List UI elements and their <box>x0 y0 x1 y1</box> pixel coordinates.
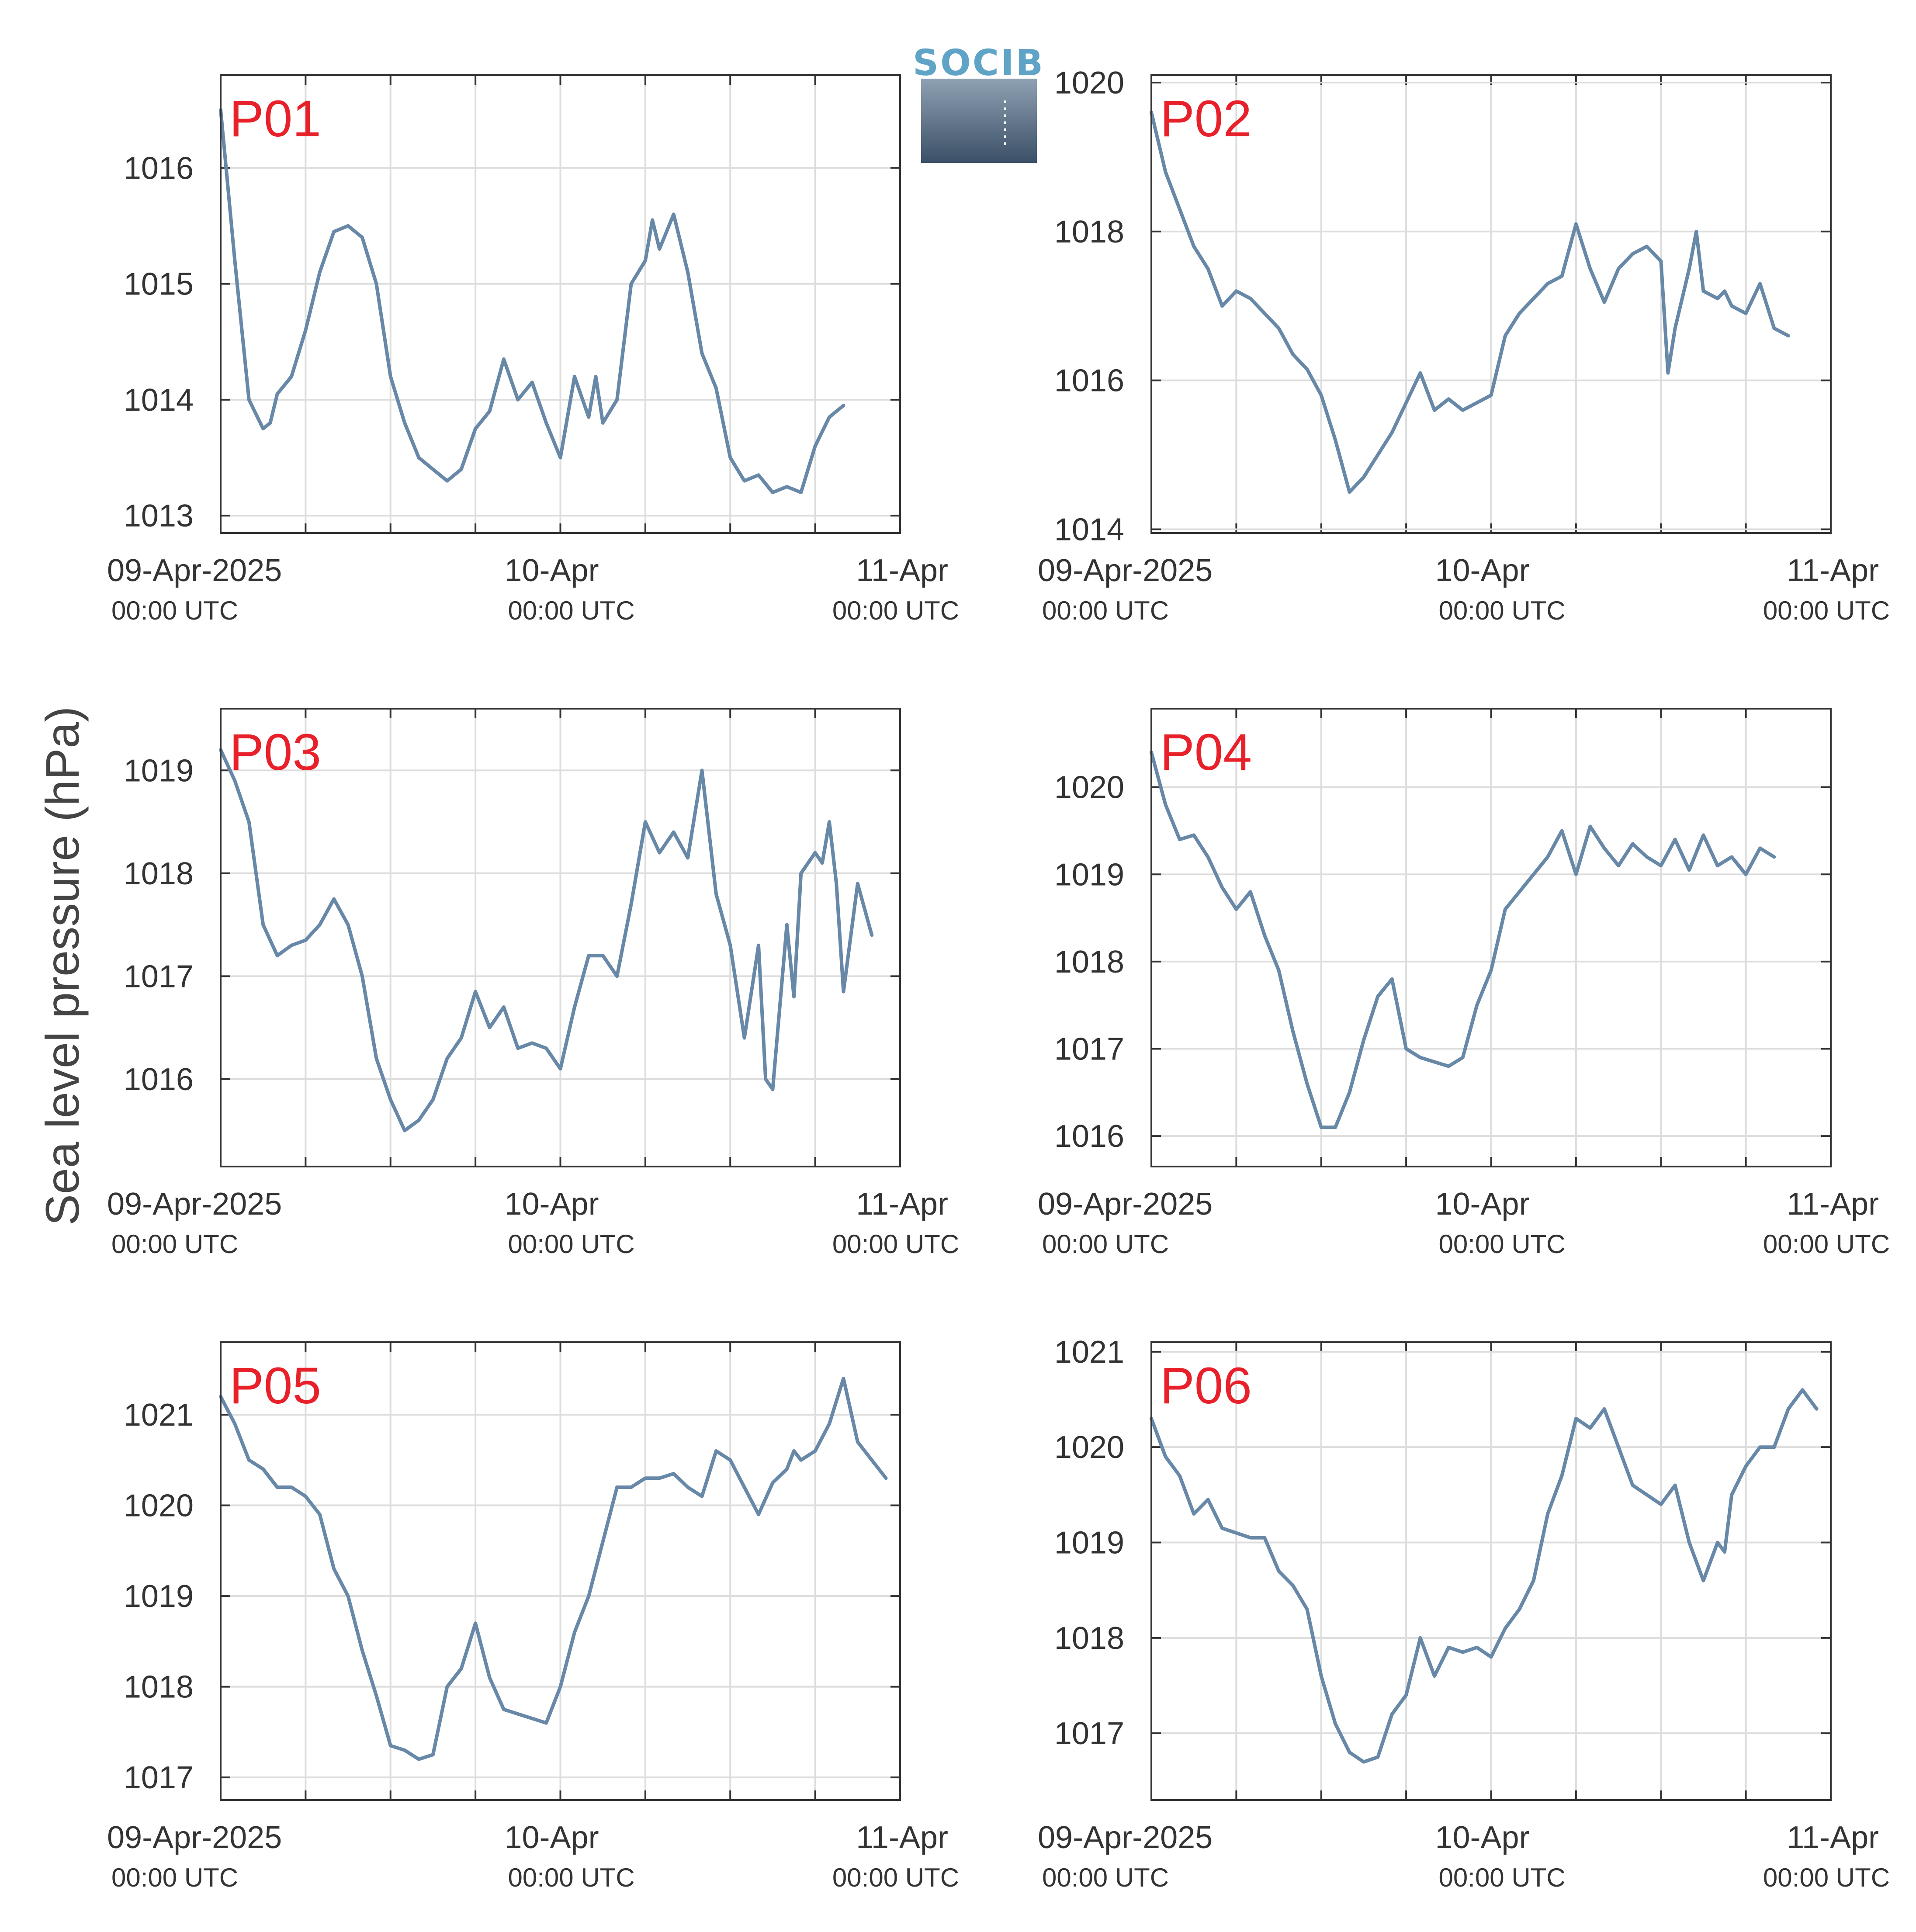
y-tick-label: 1020 <box>1054 1430 1124 1465</box>
x-tick-sublabel: 00:00 UTC <box>1763 596 1890 625</box>
y-tick-label: 1016 <box>1054 364 1124 398</box>
y-tick-label: 1019 <box>1054 1526 1124 1561</box>
x-tick-label: 11-Apr <box>856 1187 948 1222</box>
x-tick-label: 09-Apr-2025 <box>107 553 282 588</box>
x-tick-sublabel: 00:00 UTC <box>111 1229 238 1259</box>
panel-p06: 1017 1018 1019 1020 1021 P06 09-Apr-2025 00:00 … <box>1038 1335 1890 1892</box>
series-line-p04 <box>1150 750 1776 1129</box>
y-tick-label: 1014 <box>1054 512 1124 547</box>
x-tick-label: 10-Apr <box>1435 1820 1529 1855</box>
panel-p05: 1017 1018 1019 1020 1021 P05 09-Apr-2025 00:00 … <box>107 1341 959 1892</box>
y-tick-label: 1015 <box>124 267 194 302</box>
panel-label: P01 <box>229 90 321 148</box>
series-line-p05 <box>219 1377 888 1761</box>
y-tick-label: 1016 <box>124 151 194 186</box>
x-tick-label: 10-Apr <box>504 1187 599 1222</box>
x-tick-label: 10-Apr <box>1435 1187 1529 1222</box>
socib-logo-text: SOCIB <box>913 42 1045 84</box>
y-tick-label: 1017 <box>1054 1032 1124 1067</box>
x-tick-sublabel: 00:00 UTC <box>508 1229 635 1259</box>
x-tick-label: 11-Apr <box>856 1820 948 1855</box>
y-tick-label: 1019 <box>1054 857 1124 892</box>
x-tick-sublabel: 00:00 UTC <box>1763 1863 1890 1892</box>
panel-p04: 1016 1017 1018 1019 1020 P04 09-Apr-2025 00:00 … <box>1038 708 1890 1259</box>
x-tick-label: 10-Apr <box>504 553 599 588</box>
x-tick-label: 09-Apr-2025 <box>107 1820 282 1855</box>
socib-logo-band <box>921 44 1037 79</box>
y-tick-label: 1020 <box>1054 66 1124 100</box>
panel-label: P04 <box>1160 724 1252 781</box>
y-tick-label: 1020 <box>1054 770 1124 805</box>
panel-label: P03 <box>229 724 321 781</box>
socib-logo-box <box>921 78 1037 163</box>
x-tick-label: 11-Apr <box>1787 1187 1879 1222</box>
socib-logo: SOCIB <box>913 42 1045 163</box>
y-tick-label: 1019 <box>124 753 194 788</box>
axes-frame <box>1150 708 1832 1167</box>
y-tick-label: 1020 <box>124 1489 194 1523</box>
y-tick-label: 1018 <box>1054 1621 1124 1656</box>
y-tick-label: 1017 <box>124 1760 194 1795</box>
x-tick-label: 11-Apr <box>1787 553 1879 588</box>
x-tick-sublabel: 00:00 UTC <box>111 1863 238 1892</box>
axes-frame <box>1150 74 1832 534</box>
axes-frame <box>220 708 901 1167</box>
y-tick-label: 1016 <box>124 1062 194 1097</box>
axes-frame <box>1150 1341 1832 1801</box>
x-tick-sublabel: 00:00 UTC <box>1439 596 1566 625</box>
y-tick-label: 1021 <box>1054 1335 1124 1370</box>
x-tick-sublabel: 00:00 UTC <box>832 1229 959 1259</box>
x-tick-sublabel: 00:00 UTC <box>1763 1229 1890 1259</box>
x-tick-sublabel: 00:00 UTC <box>1042 1863 1169 1892</box>
y-tick-label: 1018 <box>1054 945 1124 980</box>
y-tick-label: 1013 <box>124 499 194 533</box>
x-tick-sublabel: 00:00 UTC <box>832 596 959 625</box>
x-tick-label: 09-Apr-2025 <box>1038 553 1213 588</box>
x-tick-label: 09-Apr-2025 <box>1038 1820 1213 1855</box>
panel-label: P02 <box>1160 90 1252 148</box>
x-tick-sublabel: 00:00 UTC <box>508 596 635 625</box>
x-tick-label: 09-Apr-2025 <box>107 1187 282 1222</box>
panel-p03: 1016 1017 1018 1019 P03 09-Apr-2025 00:00 UTC 1… <box>107 708 959 1259</box>
panel-label: P06 <box>1160 1357 1252 1415</box>
x-tick-label: 11-Apr <box>1787 1820 1879 1855</box>
series-line-p06 <box>1150 1388 1819 1764</box>
x-tick-sublabel: 00:00 UTC <box>508 1863 635 1892</box>
y-tick-label: 1021 <box>124 1398 194 1433</box>
x-tick-label: 09-Apr-2025 <box>1038 1187 1213 1222</box>
y-tick-label: 1018 <box>124 856 194 891</box>
y-tick-label: 1014 <box>124 383 194 418</box>
x-tick-sublabel: 00:00 UTC <box>1439 1863 1566 1892</box>
series-line-p03 <box>219 748 874 1132</box>
x-tick-label: 10-Apr <box>1435 553 1529 588</box>
y-tick-label: 1019 <box>124 1579 194 1614</box>
y-tick-label: 1018 <box>1054 215 1124 249</box>
panel-label: P05 <box>229 1357 321 1415</box>
x-tick-label: 10-Apr <box>504 1820 599 1855</box>
panel-p02: 1014 1016 1018 1020 P02 09-Apr-2025 00:00 UTC 1… <box>1038 66 1890 625</box>
series-line-p02 <box>1150 111 1790 494</box>
y-tick-label: 1017 <box>124 959 194 994</box>
x-tick-sublabel: 00:00 UTC <box>1042 596 1169 625</box>
x-tick-sublabel: 00:00 UTC <box>1439 1229 1566 1259</box>
y-tick-label: 1016 <box>1054 1119 1124 1154</box>
y-tick-label: 1017 <box>1054 1716 1124 1751</box>
x-tick-label: 11-Apr <box>856 553 948 588</box>
series-line-p01 <box>219 108 845 495</box>
y-tick-label: 1018 <box>124 1670 194 1705</box>
x-tick-sublabel: 00:00 UTC <box>1042 1229 1169 1259</box>
x-tick-sublabel: 00:00 UTC <box>111 596 238 625</box>
y-axis-label: Sea level pressure (hPa) <box>36 706 89 1226</box>
axes-frame <box>220 1341 901 1801</box>
x-tick-sublabel: 00:00 UTC <box>832 1863 959 1892</box>
axes-frame <box>220 74 901 534</box>
panel-p01: 1013 1014 1015 1016 P01 09-Apr-2025 00:00 UTC 1… <box>107 74 959 625</box>
